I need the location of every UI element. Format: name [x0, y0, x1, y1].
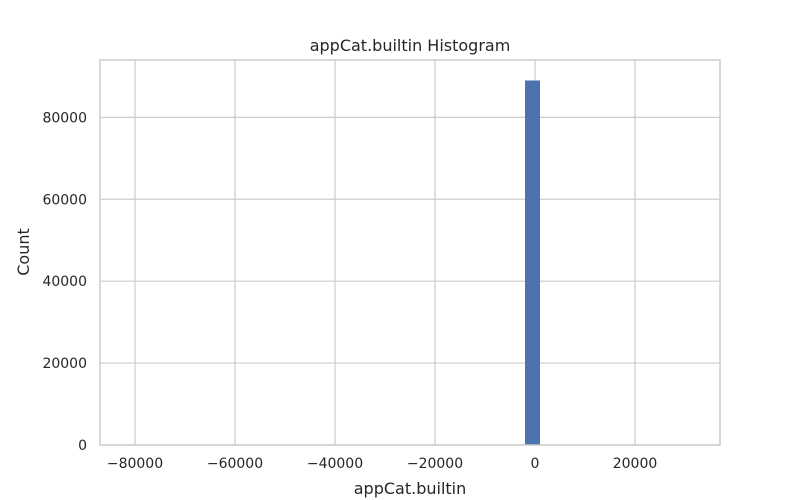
y-tick-label: 80000 [42, 110, 87, 126]
x-tick-label: −80000 [107, 456, 163, 472]
y-tick-label: 0 [78, 438, 87, 454]
x-tick-label: −20000 [407, 456, 463, 472]
y-tick-label: 60000 [42, 192, 87, 208]
y-tick-labels: 0 20000 40000 60000 80000 [42, 110, 87, 454]
grid [100, 60, 720, 446]
x-tick-label: 0 [531, 456, 540, 472]
y-tick-label: 40000 [42, 274, 87, 290]
x-tick-label: 20000 [613, 456, 658, 472]
bars [525, 80, 540, 445]
x-tick-labels: −80000 −60000 −40000 −20000 0 20000 [107, 456, 657, 472]
plot-frame [99, 59, 721, 446]
x-tick-label: −40000 [307, 456, 363, 472]
y-tick-label: 20000 [42, 356, 87, 372]
x-tick-label: −60000 [207, 456, 263, 472]
histogram-bar [525, 80, 540, 445]
y-axis-label: Count [14, 228, 33, 276]
chart-title: appCat.builtin Histogram [310, 36, 511, 55]
x-axis-label: appCat.builtin [354, 479, 467, 498]
